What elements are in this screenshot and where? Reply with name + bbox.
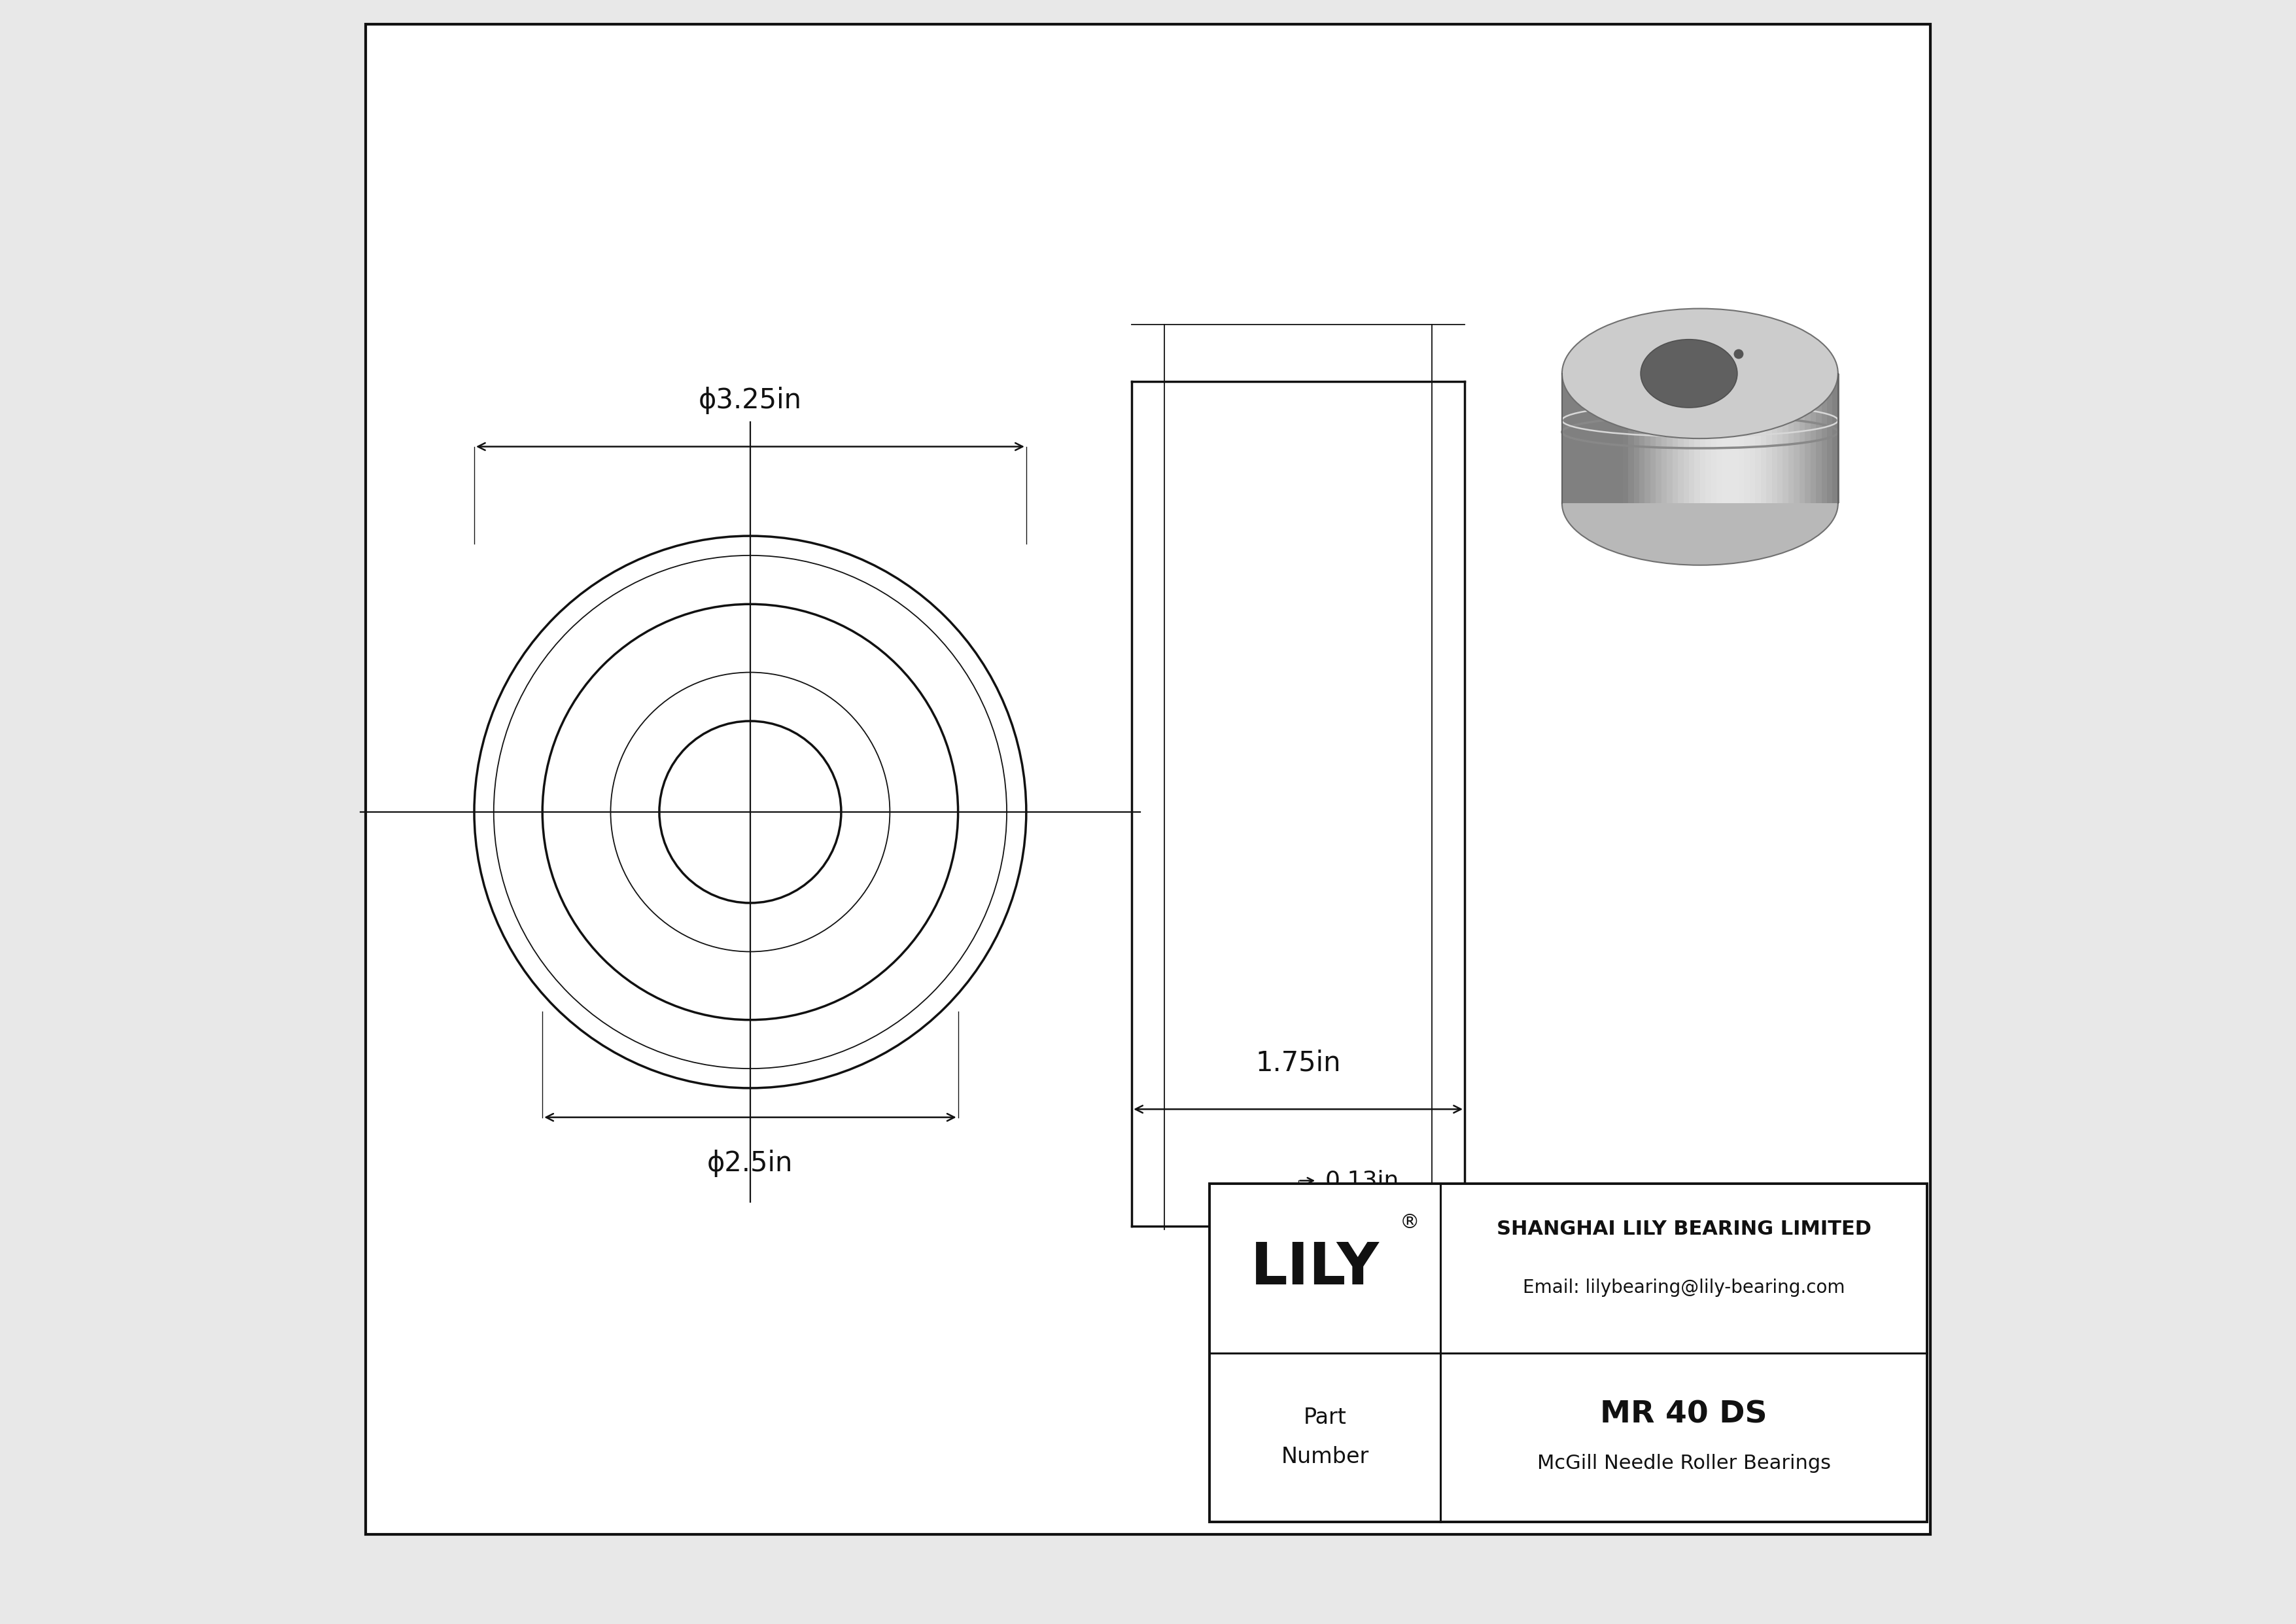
Bar <box>1711 374 1717 503</box>
Ellipse shape <box>1561 309 1839 438</box>
Bar <box>1800 374 1807 503</box>
Bar <box>1573 374 1580 503</box>
Text: McGill Needle Roller Bearings: McGill Needle Roller Bearings <box>1536 1453 1830 1473</box>
Bar <box>1733 374 1740 503</box>
Bar <box>1662 374 1669 503</box>
Ellipse shape <box>1642 339 1738 408</box>
Bar <box>1793 374 1800 503</box>
Bar <box>1706 374 1713 503</box>
Bar <box>1623 374 1630 503</box>
Circle shape <box>1733 349 1743 359</box>
Bar <box>1568 374 1575 503</box>
Bar <box>1782 374 1791 503</box>
Bar <box>1745 374 1752 503</box>
Bar <box>1816 374 1823 503</box>
Bar <box>1596 374 1603 503</box>
Bar <box>1722 374 1729 503</box>
Bar <box>1589 374 1596 503</box>
Bar <box>1738 374 1745 503</box>
Ellipse shape <box>1561 442 1839 565</box>
Bar <box>1644 374 1651 503</box>
Text: LILY: LILY <box>1251 1239 1380 1298</box>
Bar <box>1210 1184 1926 1522</box>
Bar <box>1777 374 1784 503</box>
Text: Email: lilybearing@lily-bearing.com: Email: lilybearing@lily-bearing.com <box>1522 1278 1846 1298</box>
Bar <box>1561 374 1568 503</box>
Text: Part: Part <box>1304 1406 1345 1429</box>
Bar <box>1612 374 1619 503</box>
Bar <box>1699 374 1708 503</box>
Bar <box>1727 374 1736 503</box>
Bar <box>1132 382 1465 1226</box>
Text: Number: Number <box>1281 1445 1368 1468</box>
Bar <box>1600 374 1607 503</box>
Bar <box>1812 374 1818 503</box>
Text: 0.13in: 0.13in <box>1325 1169 1398 1192</box>
Bar <box>1717 374 1724 503</box>
Bar <box>1671 374 1681 503</box>
Bar <box>1584 374 1591 503</box>
Text: 1.75in: 1.75in <box>1256 1049 1341 1077</box>
Bar <box>1678 374 1685 503</box>
Bar <box>1832 374 1839 503</box>
Text: ϕ3.25in: ϕ3.25in <box>698 387 801 414</box>
Bar <box>1607 374 1614 503</box>
Bar <box>1628 374 1635 503</box>
Bar <box>1580 374 1587 503</box>
Bar <box>1639 374 1646 503</box>
Text: MR 40 DS: MR 40 DS <box>1600 1400 1768 1429</box>
Bar <box>1750 374 1756 503</box>
Text: SHANGHAI LILY BEARING LIMITED: SHANGHAI LILY BEARING LIMITED <box>1497 1220 1871 1239</box>
Bar <box>1805 374 1812 503</box>
Bar <box>1766 374 1773 503</box>
Bar <box>1789 374 1795 503</box>
Bar <box>1690 374 1697 503</box>
Bar <box>1761 374 1768 503</box>
Bar <box>1616 374 1623 503</box>
Bar <box>1651 374 1658 503</box>
Bar <box>1667 374 1674 503</box>
Bar <box>1683 374 1690 503</box>
Bar <box>1821 374 1828 503</box>
Bar <box>1828 374 1835 503</box>
Bar <box>1773 374 1779 503</box>
Text: ϕ2.5in: ϕ2.5in <box>707 1150 792 1177</box>
Bar <box>1754 374 1763 503</box>
Bar <box>1635 374 1642 503</box>
Bar <box>1655 374 1662 503</box>
Text: ®: ® <box>1401 1213 1419 1233</box>
Bar <box>1694 374 1701 503</box>
